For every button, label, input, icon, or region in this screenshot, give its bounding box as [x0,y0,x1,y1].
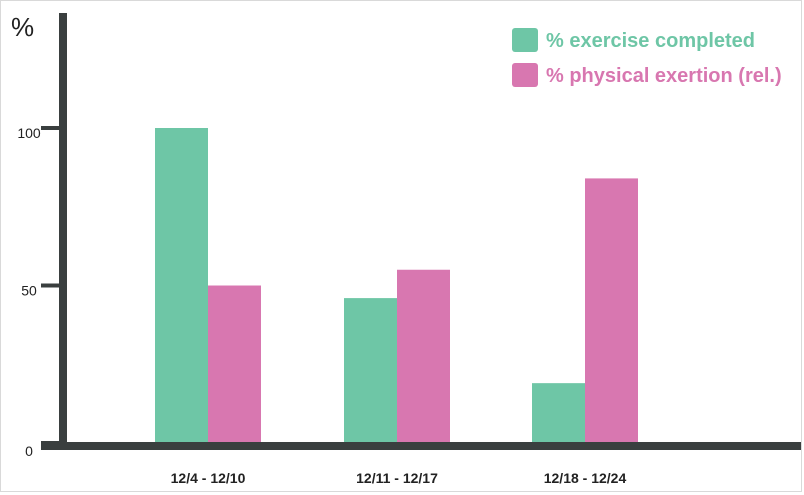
y-tick-label-50: 50 [21,283,37,299]
x-labels-group: 12/4 - 12/10 12/11 - 12/17 12/18 - 12/24 [171,470,627,486]
y-axis-unit-label: % [11,12,34,42]
bar-exertion-1 [208,285,261,443]
x-axis-line [41,442,801,450]
legend-label-exertion: % physical exertion (rel.) [546,65,782,87]
legend-label-exercise: % exercise completed [546,30,755,52]
y-ticks-group: 0 50 100 [17,125,61,459]
bar-exercise-3 [532,383,585,443]
y-axis-line [59,13,67,450]
axes-group [41,13,801,450]
y-tick-mark-50 [41,283,61,288]
bars-group [155,128,638,443]
legend-swatch-exertion [512,63,538,87]
y-tick-label-100: 100 [17,125,41,141]
x-category-label-1: 12/4 - 12/10 [171,470,246,486]
y-tick-mark-100 [41,126,61,130]
bar-exercise-1 [155,128,208,443]
x-category-label-2: 12/11 - 12/17 [356,470,438,486]
y-tick-label-0: 0 [25,443,33,459]
bar-exertion-3 [585,178,638,443]
bar-exercise-2 [344,298,397,443]
legend-swatch-exercise [512,28,538,52]
y-tick-mark-0 [41,441,61,445]
bar-exertion-2 [397,269,450,443]
x-category-label-3: 12/18 - 12/24 [544,470,627,486]
legend: % exercise completed % physical exertion … [512,28,782,87]
